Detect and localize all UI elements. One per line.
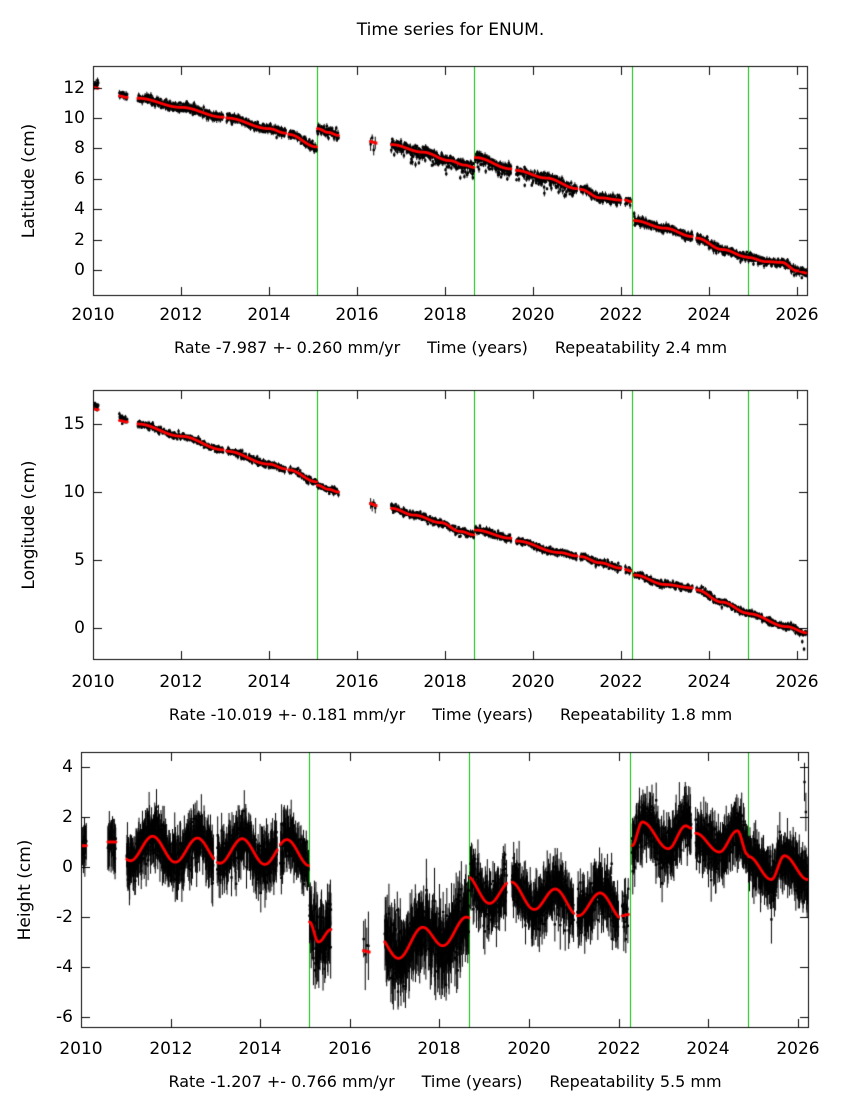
- x-axis-label: Time (years): [427, 338, 528, 357]
- x-tick-label: 2014: [247, 305, 291, 325]
- latitude-caption: Rate -7.987 +- 0.260 mm/yr Time (years) …: [93, 337, 808, 358]
- y-tick-label: 0: [74, 618, 85, 638]
- x-tick-label: 2012: [159, 672, 203, 692]
- x-tick-label: 2016: [328, 1039, 372, 1059]
- x-tick-label: 2020: [511, 305, 555, 325]
- x-axis-label: Time (years): [421, 1072, 523, 1091]
- x-tick-label: 2020: [507, 1039, 551, 1059]
- x-axis-label: Time (years): [432, 705, 533, 724]
- y-tick-label: 12: [63, 78, 85, 98]
- y-tick-label: 0: [74, 260, 85, 280]
- x-tick-label: 2014: [238, 1039, 282, 1059]
- y-tick-label: -6: [56, 1007, 73, 1027]
- longitude-rate-label: Rate -10.019 +- 0.181 mm/yr: [168, 705, 406, 724]
- y-tick-label: 2: [62, 807, 73, 827]
- height-rate-label: Rate -1.207 +- 0.766 mm/yr: [168, 1072, 395, 1091]
- x-tick-label: 2024: [687, 672, 731, 692]
- x-tick-label: 2026: [775, 672, 819, 692]
- y-tick-label: 10: [63, 108, 85, 128]
- height-caption: Rate -1.207 +- 0.766 mm/yr Time (years) …: [81, 1071, 809, 1092]
- x-tick-label: 2012: [149, 1039, 193, 1059]
- x-tick-label: 2010: [59, 1039, 103, 1059]
- x-tick-label: 2012: [159, 305, 203, 325]
- x-tick-label: 2026: [776, 1039, 820, 1059]
- y-tick-label: -2: [56, 907, 73, 927]
- x-tick-label: 2010: [71, 672, 115, 692]
- x-tick-label: 2022: [597, 1039, 641, 1059]
- x-tick-label: 2026: [775, 305, 819, 325]
- x-tick-label: 2022: [599, 305, 643, 325]
- longitude-caption: Rate -10.019 +- 0.181 mm/yr Time (years)…: [93, 704, 808, 725]
- longitude-repeatability-label: Repeatability 1.8 mm: [560, 705, 733, 724]
- y-tick-label: 15: [63, 414, 85, 434]
- x-tick-label: 2024: [687, 305, 731, 325]
- x-tick-label: 2018: [423, 672, 467, 692]
- y-tick-label: 6: [74, 169, 85, 189]
- x-tick-label: 2016: [335, 305, 379, 325]
- x-tick-label: 2010: [71, 305, 115, 325]
- latitude-repeatability-label: Repeatability 2.4 mm: [554, 338, 728, 357]
- y-tick-label: 4: [62, 757, 73, 777]
- height-repeatability-label: Repeatability 5.5 mm: [549, 1072, 722, 1091]
- y-axis-label-longitude: Longitude (cm): [19, 460, 39, 590]
- y-tick-label: 5: [74, 550, 85, 570]
- y-tick-label: 10: [63, 482, 85, 502]
- x-tick-label: 2016: [335, 672, 379, 692]
- y-tick-label: 8: [74, 138, 85, 158]
- x-tick-label: 2022: [599, 672, 643, 692]
- y-tick-label: -4: [56, 957, 73, 977]
- y-tick-label: 0: [62, 857, 73, 877]
- y-tick-label: 4: [74, 199, 85, 219]
- figure-title: Time series for ENUM.: [356, 20, 545, 40]
- y-tick-label: 2: [74, 230, 85, 250]
- x-tick-label: 2018: [417, 1039, 461, 1059]
- x-tick-label: 2014: [247, 672, 291, 692]
- x-tick-label: 2024: [686, 1039, 730, 1059]
- latitude-rate-label: Rate -7.987 +- 0.260 mm/yr: [173, 338, 401, 357]
- x-tick-label: 2020: [511, 672, 555, 692]
- y-axis-label-latitude: Latitude (cm): [19, 123, 39, 239]
- x-tick-label: 2018: [423, 305, 467, 325]
